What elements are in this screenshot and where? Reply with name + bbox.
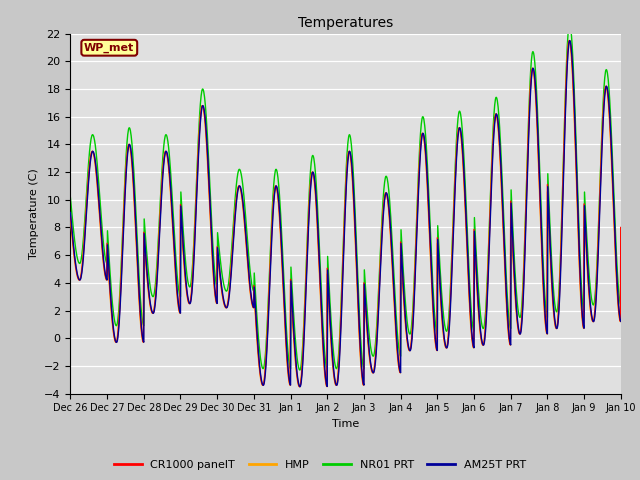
Title: Temperatures: Temperatures: [298, 16, 393, 30]
Text: WP_met: WP_met: [84, 43, 134, 53]
Y-axis label: Temperature (C): Temperature (C): [29, 168, 38, 259]
Legend: CR1000 panelT, HMP, NR01 PRT, AM25T PRT: CR1000 panelT, HMP, NR01 PRT, AM25T PRT: [109, 456, 531, 474]
X-axis label: Time: Time: [332, 419, 359, 429]
